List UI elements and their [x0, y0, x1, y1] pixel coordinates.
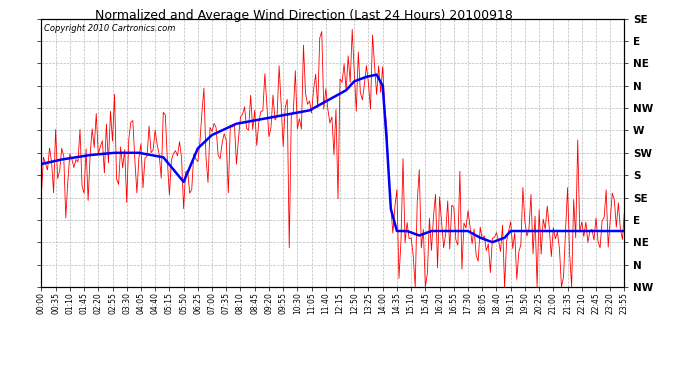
Text: Copyright 2010 Cartronics.com: Copyright 2010 Cartronics.com: [44, 24, 176, 33]
Text: Normalized and Average Wind Direction (Last 24 Hours) 20100918: Normalized and Average Wind Direction (L…: [95, 9, 513, 22]
